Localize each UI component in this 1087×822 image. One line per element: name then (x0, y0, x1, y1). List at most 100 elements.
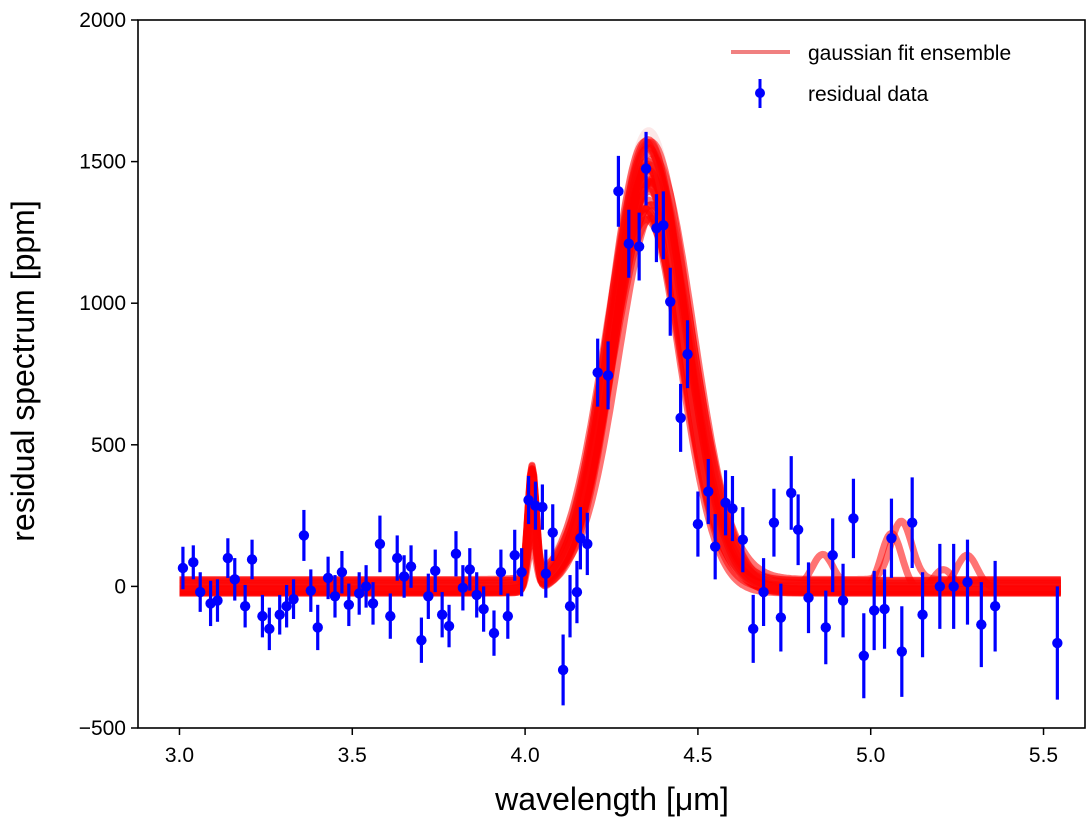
data-marker (703, 486, 714, 497)
x-tick-label: 4.5 (683, 744, 712, 767)
data-marker (727, 503, 738, 514)
data-point (613, 155, 624, 227)
legend-data-marker-swatch (755, 88, 765, 98)
data-marker (786, 487, 797, 499)
data-marker (509, 550, 520, 561)
x-axis-label: wavelength [μm] (494, 781, 729, 817)
data-point (948, 543, 959, 629)
data-point (775, 583, 787, 652)
data-marker (488, 627, 500, 639)
data-point (575, 507, 586, 570)
data-marker (775, 612, 787, 623)
data-marker (602, 370, 614, 381)
data-marker (329, 591, 341, 602)
data-point (502, 593, 514, 639)
data-point (298, 509, 310, 561)
y-tick-label: 0 (114, 575, 126, 598)
data-point (786, 456, 797, 530)
data-marker (281, 601, 292, 612)
data-marker (665, 296, 676, 307)
data-point (229, 558, 240, 601)
data-point (633, 212, 645, 281)
data-point (336, 551, 348, 594)
data-marker (962, 576, 973, 588)
data-marker (837, 595, 849, 606)
data-point (516, 548, 527, 597)
data-point (478, 586, 489, 632)
data-marker (1052, 637, 1063, 649)
data-marker (360, 581, 372, 592)
data-point (658, 191, 669, 260)
data-marker (229, 574, 240, 585)
y-tick-label: −500 (79, 717, 126, 740)
data-point (450, 531, 462, 577)
data-marker (540, 568, 552, 579)
data-point (868, 570, 880, 651)
data-marker (385, 610, 396, 622)
data-point (682, 320, 693, 389)
data-point (692, 491, 704, 557)
data-marker (322, 572, 334, 584)
data-marker (633, 241, 645, 252)
data-marker (288, 593, 299, 605)
data-marker (613, 186, 624, 197)
x-axis: 3.0 3.5 4.0 4.5 5.0 5.5 (165, 728, 1058, 767)
data-marker (222, 552, 234, 564)
data-point (879, 569, 890, 649)
data-point (820, 590, 831, 665)
data-point (329, 575, 341, 618)
data-point (322, 556, 334, 600)
data-point (367, 582, 379, 625)
data-point (274, 594, 285, 635)
data-marker (423, 591, 434, 602)
data-point (288, 579, 299, 619)
data-point (737, 507, 749, 573)
data-marker (934, 581, 946, 592)
data-marker (547, 527, 558, 538)
data-marker (343, 599, 355, 611)
data-point (989, 560, 1001, 652)
data-point (792, 494, 804, 566)
data-marker (436, 609, 448, 620)
data-marker (557, 664, 569, 676)
data-marker (374, 538, 386, 550)
data-marker (692, 518, 704, 530)
data-point (934, 543, 946, 629)
data-marker (682, 348, 693, 360)
data-point (239, 584, 251, 628)
data-point (758, 558, 769, 627)
data-marker (879, 603, 890, 615)
data-point (488, 610, 500, 656)
data-marker (592, 367, 603, 378)
data-marker (398, 571, 410, 582)
data-marker (848, 513, 859, 524)
data-point (246, 539, 258, 580)
data-point (803, 562, 814, 634)
y-tick-label: 2000 (79, 9, 126, 32)
fit-ensemble-member (177, 145, 1063, 587)
data-point (623, 209, 634, 278)
x-tick-label: 5.5 (1029, 744, 1058, 767)
data-point (374, 515, 386, 573)
data-marker (405, 561, 417, 572)
data-point (703, 458, 714, 525)
data-point (423, 573, 434, 619)
data-point (436, 592, 448, 638)
data-point (430, 549, 441, 593)
data-marker (709, 541, 721, 552)
x-tick-label: 5.0 (856, 744, 885, 767)
data-point (675, 383, 686, 452)
data-marker (886, 533, 897, 544)
data-point (471, 572, 482, 618)
data-point (385, 593, 396, 639)
data-marker (336, 567, 348, 578)
x-tick-label: 4.0 (510, 744, 539, 767)
data-marker (471, 589, 482, 601)
legend-fit-label: gaussian fit ensemble (808, 42, 1011, 65)
x-tick-label: 3.5 (338, 744, 367, 767)
data-marker (212, 595, 223, 606)
data-point (443, 604, 455, 648)
data-marker (464, 564, 475, 575)
data-marker (257, 610, 268, 622)
